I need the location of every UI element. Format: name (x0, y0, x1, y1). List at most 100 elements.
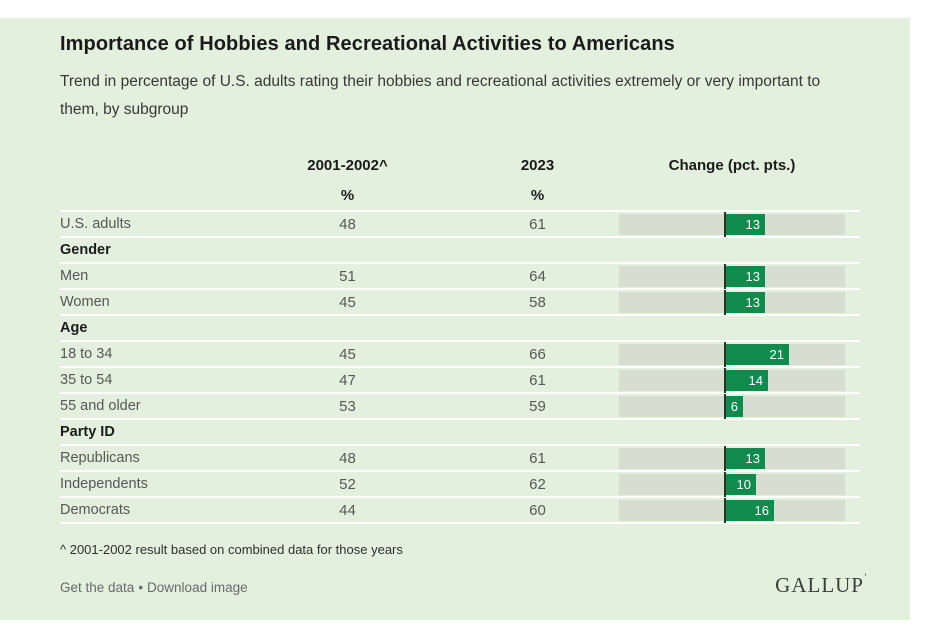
value-2001: 48 (339, 215, 356, 233)
value-2001: 51 (339, 267, 356, 285)
value-2023: 59 (529, 397, 546, 415)
row-label: Republicans (60, 450, 140, 466)
change-bar: 10 (725, 473, 756, 495)
value-2023: 66 (529, 345, 546, 363)
value-2001: 53 (339, 397, 356, 415)
section-header-row: Gender (60, 238, 860, 264)
zero-axis-line (724, 289, 726, 315)
change-bar-cell: 16 (619, 497, 845, 523)
download-image-link[interactable]: Download image (147, 580, 248, 595)
data-table: 2001-2002^ 2023 Change (pct. pts.) % % U… (60, 150, 860, 524)
zero-axis-line (724, 211, 726, 237)
row-label: 55 and older (60, 398, 141, 414)
change-bar-track: 16 (619, 497, 845, 523)
footnote: ^ 2001-2002 result based on combined dat… (60, 542, 403, 557)
table-row: Republicans 48 61 13 (60, 445, 860, 472)
change-bar-cell: 13 (619, 445, 845, 471)
change-bar: 13 (725, 265, 765, 287)
change-bar-cell: 6 (619, 393, 845, 419)
section-label: Age (60, 320, 88, 336)
change-bar-cell: 13 (619, 211, 845, 237)
change-bar-cell: 13 (619, 263, 845, 289)
change-bar-cell: 13 (619, 289, 845, 315)
value-2023: 61 (529, 371, 546, 389)
column-header-2023: 2023 (520, 156, 555, 174)
gallup-logo: GALLUP’ (775, 573, 868, 598)
zero-axis-line (724, 471, 726, 497)
change-value: 13 (745, 216, 760, 232)
table-rows: U.S. adults 48 61 13 Gender Men 51 64 13 (60, 210, 860, 524)
value-2001: 44 (339, 501, 356, 519)
change-bar-track: 6 (619, 393, 845, 419)
value-2023: 64 (529, 267, 546, 285)
footer: Get the data • Download image GALLUP’ (60, 573, 867, 598)
trademark-mark: ’ (864, 572, 868, 582)
value-2001: 45 (339, 293, 356, 311)
change-bar: 13 (725, 447, 765, 469)
link-separator-bullet: • (138, 580, 144, 595)
table-row: Independents 52 62 10 (60, 471, 860, 498)
row-label: 35 to 54 (60, 372, 113, 388)
change-bar-cell: 10 (619, 471, 845, 497)
change-value: 13 (745, 268, 760, 284)
table-row: Men 51 64 13 (60, 263, 860, 290)
table-row: 55 and older 53 59 6 (60, 393, 860, 420)
page-title: Importance of Hobbies and Recreational A… (60, 33, 675, 55)
table-row: 35 to 54 47 61 14 (60, 367, 860, 394)
row-label: Independents (60, 476, 148, 492)
row-label: Democrats (60, 502, 131, 518)
table-row: Democrats 44 60 16 (60, 497, 860, 524)
chart-panel: Importance of Hobbies and Recreational A… (0, 18, 910, 620)
change-bar-track: 13 (619, 289, 845, 315)
zero-axis-line (724, 445, 726, 471)
footer-links: Get the data • Download image (60, 580, 248, 595)
change-value: 10 (736, 476, 751, 492)
value-2023: 58 (529, 293, 546, 311)
value-2023: 62 (529, 475, 546, 493)
get-the-data-link[interactable]: Get the data (60, 580, 135, 595)
change-value: 13 (745, 294, 760, 310)
column-header-2001-2002: 2001-2002^ (307, 156, 388, 174)
row-label: U.S. adults (60, 216, 131, 232)
table-row: 18 to 34 45 66 21 (60, 341, 860, 368)
section-header-row: Age (60, 316, 860, 342)
gallup-wordmark: GALLUP (775, 573, 864, 597)
change-bar-track: 10 (619, 471, 845, 497)
change-bar-track: 21 (619, 341, 845, 367)
zero-axis-line (724, 341, 726, 367)
zero-axis-line (724, 393, 726, 419)
change-value: 14 (748, 372, 763, 388)
change-bar: 21 (725, 343, 789, 365)
table-row: Women 45 58 13 (60, 289, 860, 316)
change-value: 6 (730, 398, 738, 414)
zero-axis-line (724, 497, 726, 523)
value-2001: 52 (339, 475, 356, 493)
change-bar-track: 13 (619, 263, 845, 289)
zero-axis-line (724, 263, 726, 289)
percent-sign-2001-2002: % (340, 186, 355, 204)
value-2023: 61 (529, 449, 546, 467)
chart-content: Importance of Hobbies and Recreational A… (0, 18, 910, 598)
change-bar: 13 (725, 291, 765, 313)
change-bar: 16 (725, 499, 774, 521)
change-value: 21 (769, 346, 784, 362)
change-value: 13 (745, 450, 760, 466)
row-label: 18 to 34 (60, 346, 113, 362)
percent-sign-2023: % (530, 186, 545, 204)
page-subtitle: Trend in percentage of U.S. adults ratin… (60, 73, 821, 118)
value-2023: 60 (529, 501, 546, 519)
value-2001: 45 (339, 345, 356, 363)
change-bar: 13 (725, 213, 765, 235)
column-header-row: 2001-2002^ 2023 Change (pct. pts.) (60, 150, 860, 180)
change-bar-cell: 21 (619, 341, 845, 367)
section-header-row: Party ID (60, 420, 860, 446)
value-2023: 61 (529, 215, 546, 233)
table-row: U.S. adults 48 61 13 (60, 211, 860, 238)
zero-axis-line (724, 367, 726, 393)
percent-header-row: % % (60, 180, 860, 210)
section-label: Party ID (60, 424, 115, 440)
change-bar-track: 14 (619, 367, 845, 393)
change-bar: 6 (725, 395, 743, 417)
section-label: Gender (60, 242, 111, 258)
value-2001: 48 (339, 449, 356, 467)
